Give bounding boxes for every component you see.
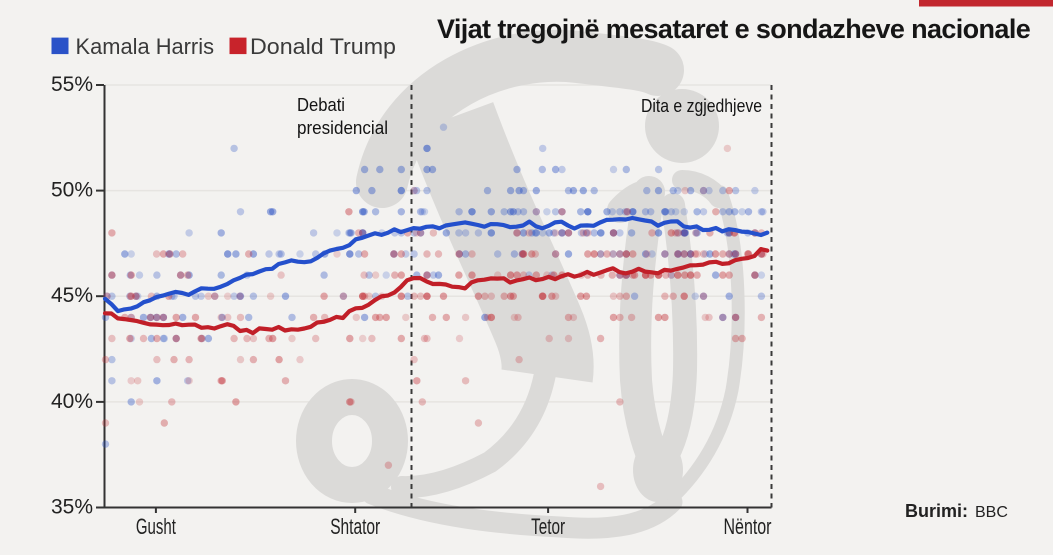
svg-text:Debati: Debati <box>297 95 345 115</box>
svg-text:Dita e zgjedhjeve: Dita e zgjedhjeve <box>641 96 762 116</box>
svg-text:Donald Trump: Donald Trump <box>250 34 396 59</box>
svg-text:Shtator: Shtator <box>330 514 380 539</box>
svg-text:Nëntor: Nëntor <box>724 514 772 539</box>
svg-text:Burimi:BBC: Burimi: BBC <box>905 501 1008 521</box>
svg-text:55%: 55% <box>51 73 93 96</box>
svg-text:Kamala Harris: Kamala Harris <box>76 34 215 59</box>
svg-text:45%: 45% <box>51 284 93 307</box>
svg-text:presidencial: presidencial <box>297 118 388 138</box>
svg-text:Vijat tregojnë mesataret e son: Vijat tregojnë mesataret e sondazheve na… <box>437 14 1031 44</box>
svg-text:50%: 50% <box>51 179 93 202</box>
svg-text:40%: 40% <box>51 390 93 413</box>
svg-text:Tetor: Tetor <box>531 514 565 539</box>
svg-text:35%: 35% <box>51 495 93 518</box>
svg-text:Gusht: Gusht <box>136 514 176 539</box>
